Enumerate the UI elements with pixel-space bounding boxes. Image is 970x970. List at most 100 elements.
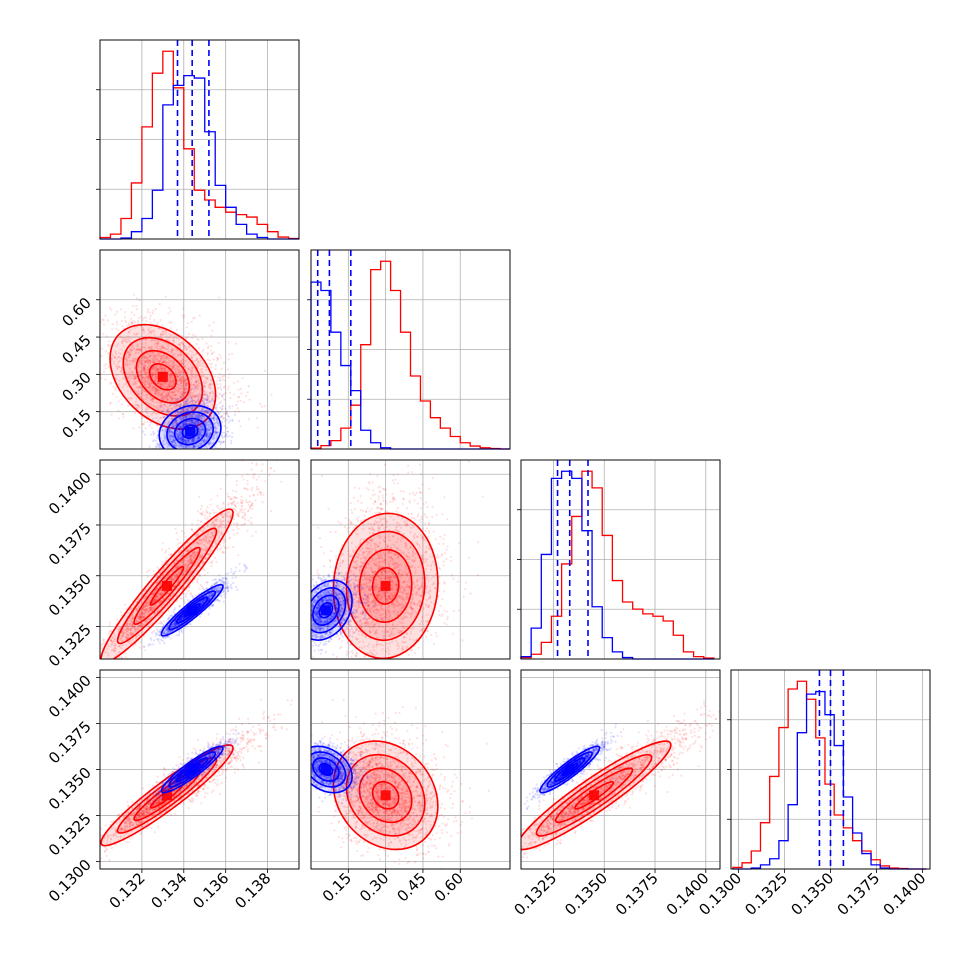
scatter-point (120, 656, 123, 659)
scatter-point (220, 441, 223, 444)
scatter-point (180, 352, 183, 356)
scatter-point (192, 414, 195, 417)
scatter-point (167, 361, 170, 365)
scatter-point (124, 656, 127, 659)
scatter-point (197, 420, 200, 423)
scatter-point (174, 414, 178, 417)
scatter-point (136, 348, 139, 351)
scatter-point (152, 318, 156, 322)
scatter-point (192, 440, 195, 443)
scatter-point (197, 414, 201, 418)
scatter-point (190, 356, 193, 359)
scatter-point (125, 607, 128, 610)
scatter-point (191, 383, 194, 387)
scatter-point (142, 355, 145, 358)
scatter-point (146, 605, 149, 608)
scatter-point (150, 596, 153, 599)
scatter-point (175, 423, 178, 426)
scatter-point (179, 381, 182, 385)
scatter-point (127, 629, 130, 632)
scatter-point (187, 441, 190, 444)
scatter-point (147, 386, 150, 389)
scatter-point (167, 374, 171, 377)
scatter-point (144, 608, 147, 611)
scatter-point (215, 417, 218, 420)
scatter-point (228, 405, 231, 408)
scatter-point (144, 338, 148, 341)
scatter-point (222, 361, 225, 364)
scatter-point (185, 422, 188, 425)
scatter-point (202, 439, 206, 442)
scatter-point (152, 569, 155, 573)
scatter-point (169, 395, 172, 398)
scatter-point (139, 362, 143, 365)
scatter-point (147, 610, 151, 613)
scatter-point (177, 435, 180, 438)
scatter-point (127, 351, 131, 354)
scatter-point (196, 451, 198, 453)
scatter-point (223, 374, 226, 377)
scatter-point (246, 473, 249, 476)
scatter-point (128, 397, 131, 400)
scatter-point (186, 419, 189, 422)
scatter-point (131, 346, 134, 349)
scatter-point (124, 632, 127, 635)
scatter-point (210, 532, 213, 535)
scatter-point (137, 616, 140, 619)
scatter-point (186, 413, 190, 416)
scatter-point (128, 353, 131, 357)
scatter-point (102, 323, 106, 326)
scatter-point (182, 446, 185, 449)
scatter-point (191, 419, 194, 422)
scatter-point (143, 356, 147, 359)
scatter-point (190, 396, 194, 399)
scatter-point (216, 410, 220, 413)
scatter-point (166, 445, 169, 449)
scatter-point (150, 373, 153, 376)
scatter-point (187, 367, 190, 371)
scatter-point (133, 365, 136, 368)
scatter-point (172, 422, 175, 425)
scatter-point (131, 623, 134, 626)
scatter-point (193, 389, 196, 392)
scatter-point (191, 414, 194, 417)
scatter-point (177, 435, 180, 438)
scatter-point (174, 389, 177, 392)
scatter-point (216, 395, 219, 398)
scatter-point (201, 374, 204, 377)
scatter-point (201, 399, 204, 402)
scatter-point (156, 321, 159, 324)
scatter-point (199, 450, 201, 452)
scatter-point (154, 392, 157, 395)
scatter-point (149, 321, 152, 324)
scatter-point (192, 440, 195, 443)
scatter-point (177, 390, 180, 393)
scatter-point (215, 427, 218, 430)
scatter-point (189, 438, 192, 442)
scatter-point (197, 396, 200, 399)
scatter-point (179, 354, 182, 357)
scatter-point (199, 425, 203, 429)
scatter-point (178, 437, 181, 440)
scatter-point (231, 405, 234, 408)
scatter-point (139, 315, 142, 318)
scatter-point (208, 362, 211, 365)
scatter-point (148, 385, 151, 388)
scatter-point (217, 412, 221, 416)
scatter-point (195, 342, 198, 345)
scatter-point (198, 432, 201, 435)
scatter-point (189, 388, 192, 391)
scatter-point (215, 432, 219, 435)
scatter-point (180, 397, 183, 400)
scatter-point (131, 371, 135, 374)
scatter-point (140, 411, 144, 414)
scatter-point (168, 429, 171, 433)
scatter-point (179, 402, 182, 406)
scatter-point (168, 445, 171, 448)
scatter-point (199, 414, 202, 418)
scatter-point (148, 346, 151, 349)
scatter-point (172, 338, 175, 341)
scatter-point (129, 348, 133, 351)
scatter-point (221, 405, 224, 408)
scatter-point (139, 386, 142, 389)
